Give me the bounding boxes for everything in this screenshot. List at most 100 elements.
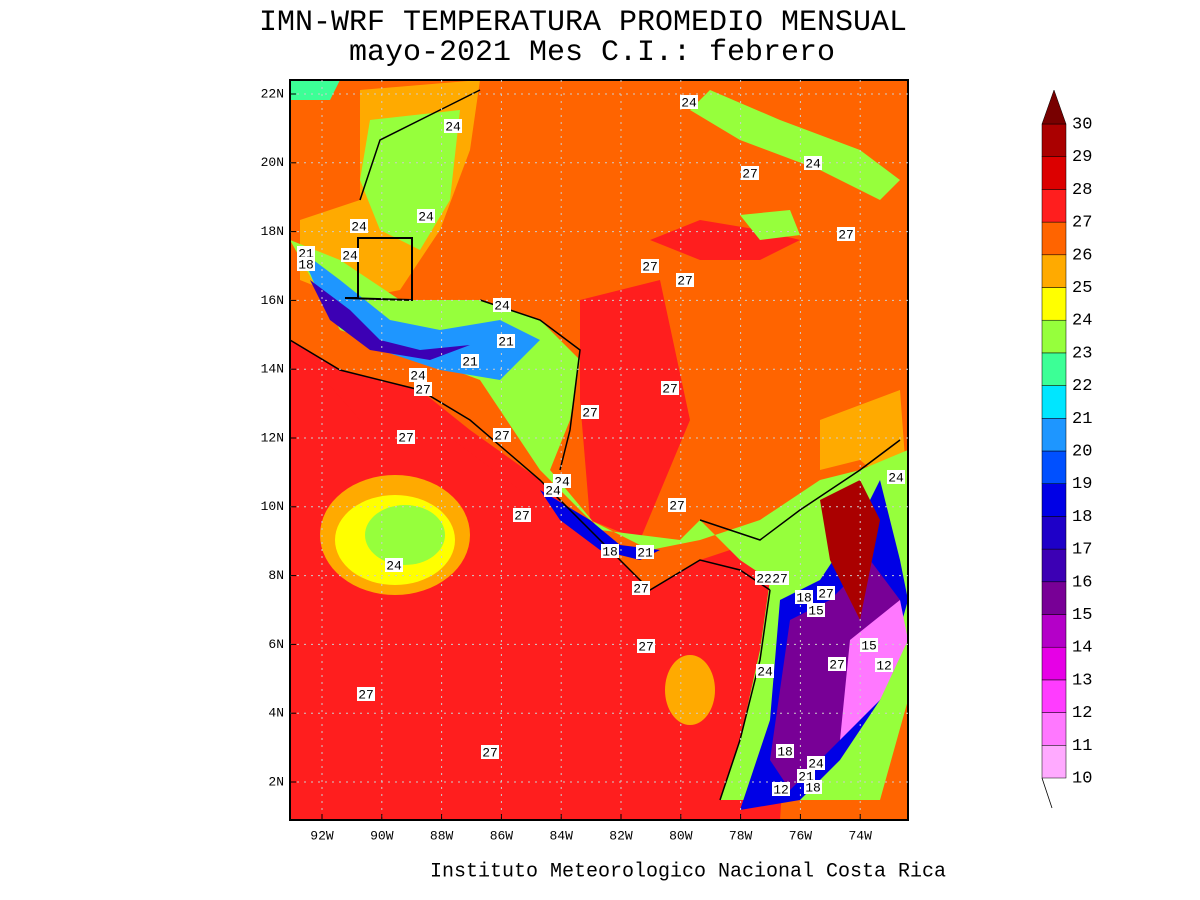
contour-label-box [776,744,794,758]
colorbar-label: 27 [1072,214,1092,233]
contour-label: 15 [808,603,824,618]
contour-label-box [668,498,686,512]
contour-label: 12 [876,658,892,673]
contour-label: 18 [777,744,793,759]
contour-label: 24 [888,470,904,485]
contour-label-box [513,508,531,522]
map-field [290,80,908,820]
colorbar-swatch [1041,745,1067,779]
contour-label-box [341,248,359,262]
lon-tick-label: 80W [669,828,693,843]
contour-label: 27 [514,508,530,523]
contour-label: 27 [829,657,845,672]
contour-label: 24 [410,368,426,383]
contour-label: 27 [662,381,678,396]
contour-label-box [297,257,315,271]
contour-label: 18 [805,780,821,795]
contour-label-box [637,639,655,653]
contour-label: 27 [838,227,854,242]
contour-label-box [417,209,435,223]
lon-tick-label: 82W [609,828,633,843]
footer: Instituto Meteorologico Nacional Costa R… [430,860,946,883]
contour-label: 24 [494,298,510,313]
contour-label: 24 [418,209,434,224]
contour-label: 24 [342,248,358,263]
lon-tick-label: 92W [310,828,334,843]
lon-tick-label: 84W [549,828,573,843]
contour-label: 15 [861,638,877,653]
contour-label-box [676,273,694,287]
contour-label: 12 [773,782,789,797]
contour-label-box [887,470,905,484]
lat-tick-label: 6N [268,637,284,652]
colorbar-swatch [1041,516,1067,550]
colorbar-label: 16 [1072,573,1092,592]
contour-label: 24 [386,558,402,573]
contour-label: 27 [772,571,788,586]
colorbar-swatch [1041,646,1067,681]
colorbar-label: 10 [1072,769,1092,788]
contour-label: 24 [545,483,561,498]
contour-label-box [860,638,878,652]
colorbar-label: 24 [1072,312,1092,331]
contour-label-box [601,544,619,558]
contour-label-box [357,687,375,701]
contour-label-box [837,227,855,241]
contour-label-box [461,354,479,368]
lon-tick-label: 74W [848,828,872,843]
contour-label: 27 [633,581,649,596]
contour-label-box [807,603,825,617]
colorbar-label: 22 [1072,377,1092,396]
contour-label: 27 [494,428,510,443]
contour-label: 27 [582,405,598,420]
lon-tick-label: 88W [430,828,454,843]
lat-tick-label: 16N [261,293,284,308]
contour-label: 27 [482,745,498,760]
contour-label-box [771,571,789,585]
colorbar-label: 13 [1072,671,1092,690]
contour-label-box [828,657,846,671]
lon-tick-label: 86W [490,828,514,843]
contour-label: 18 [796,590,812,605]
contour-label: 27 [818,586,834,601]
contour-label-box [641,259,659,273]
lon-tick-label: 78W [729,828,753,843]
colorbar-label: 30 [1072,115,1092,134]
colorbar-swatch [1041,548,1067,583]
lat-tick-label: 22N [261,86,284,101]
contour-label-box [661,381,679,395]
colorbar-swatch [1041,581,1067,615]
contour-label-box [350,219,368,233]
colorbar-swatch [1041,679,1067,713]
contour-label-box [497,334,515,348]
contour-label-box [804,156,822,170]
contour-label-box [397,430,415,444]
lat-tick-label: 12N [261,430,284,445]
contour-label-box [680,95,698,109]
contour-label: 18 [298,257,314,272]
title: IMN-WRF TEMPERATURA PROMEDIO MENSUAL [259,6,907,40]
contour-label: 27 [669,498,685,513]
contour-label-box [481,745,499,759]
colorbar-label: 20 [1072,442,1092,461]
contour-label-box [493,298,511,312]
colorbar-swatch [1041,385,1067,419]
colorbar-swatch [1041,287,1067,321]
contour-label-box [756,664,774,678]
contour-label-box [795,590,813,604]
contour-label-box [544,483,562,497]
contour-label: 24 [808,756,824,771]
colorbar-label: 17 [1072,541,1092,560]
lat-tick-label: 10N [261,499,284,514]
contour-label-box [817,586,835,600]
contour-label: 24 [757,664,773,679]
contour-label-box [409,368,427,382]
contour-label-box [772,782,790,796]
contour-label-box [755,571,773,585]
contour-label-box [636,545,654,559]
contour-label-box [797,769,815,783]
contour-label: 27 [677,273,693,288]
colorbar-over [1041,89,1067,125]
contour-label: 24 [681,95,697,110]
